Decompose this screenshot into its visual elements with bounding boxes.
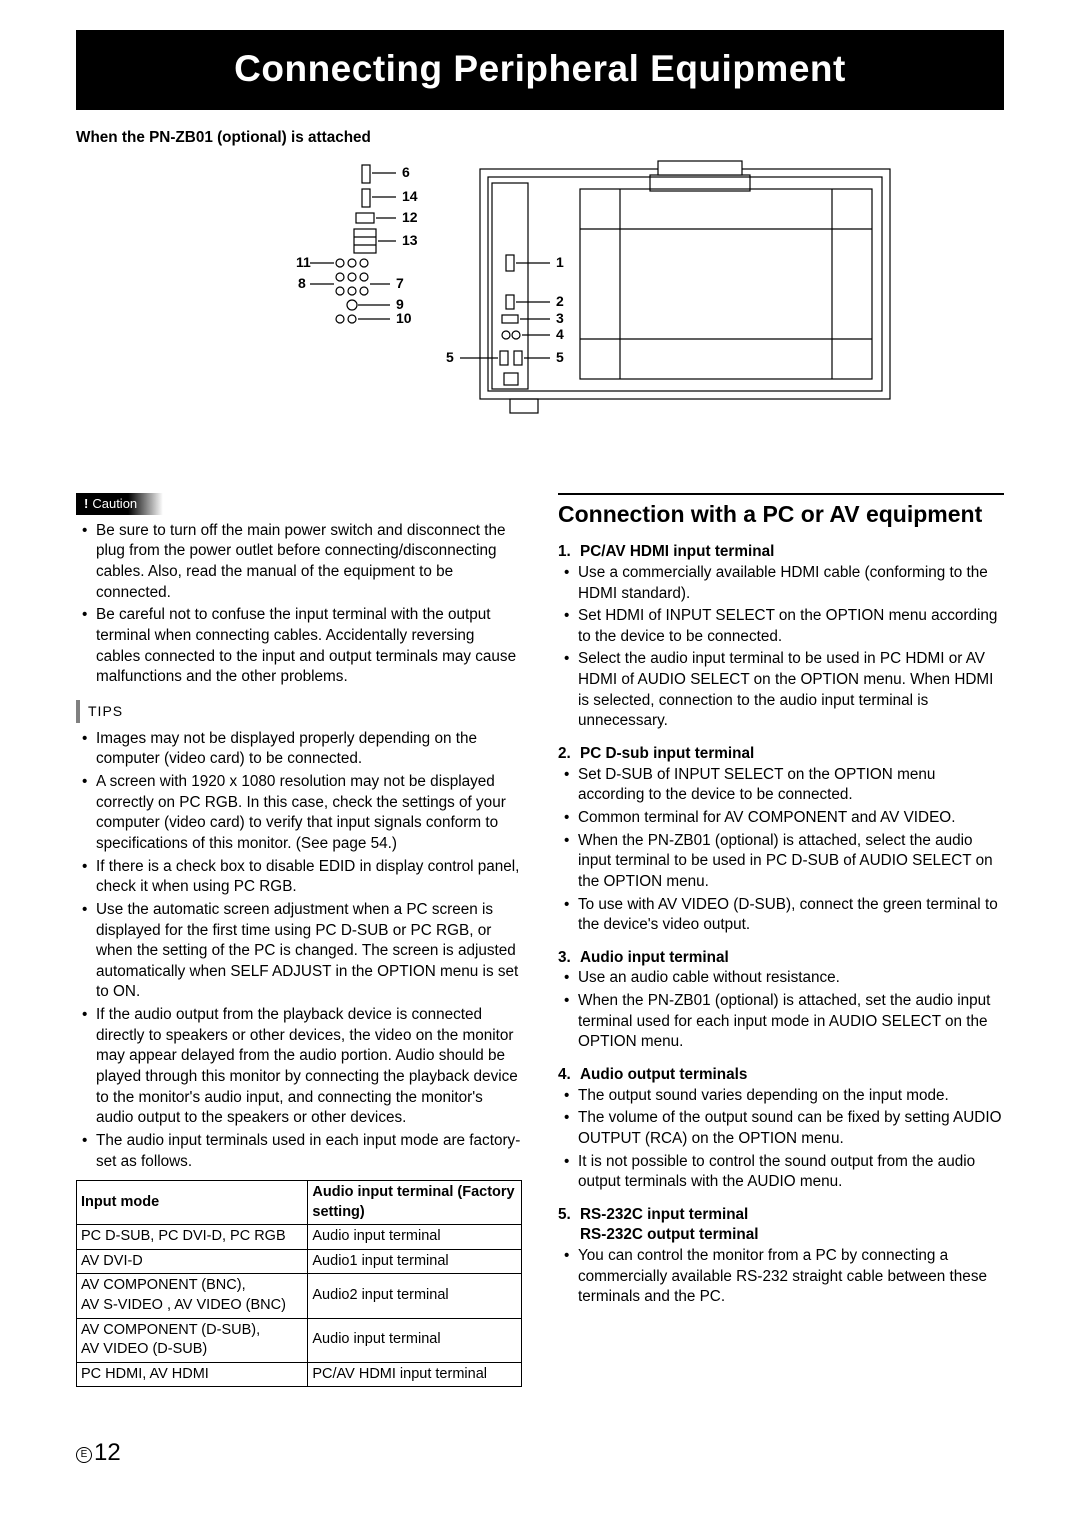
section-items: The output sound varies depending on the… [558, 1086, 1004, 1193]
table-header-1: Audio input terminal (Factory setting) [308, 1181, 522, 1225]
list-item: The output sound varies depending on the… [558, 1086, 1004, 1107]
list-item: When the PN-ZB01 (optional) is attached,… [558, 991, 1004, 1053]
list-item: If the audio output from the playback de… [76, 1005, 522, 1129]
table-header-0: Input mode [77, 1181, 308, 1225]
section: 1.PC/AV HDMI input terminalUse a commerc… [558, 542, 1004, 732]
list-item: The volume of the output sound can be fi… [558, 1108, 1004, 1149]
table-row: AV COMPONENT (D-SUB),AV VIDEO (D-SUB)Aud… [77, 1318, 522, 1362]
diagram-label: 3 [556, 310, 564, 326]
lang-mark: E [76, 1447, 92, 1463]
table-cell: Audio input terminal [308, 1318, 522, 1362]
caution-text: Caution [92, 496, 137, 511]
table-cell: Audio2 input terminal [308, 1274, 522, 1318]
section-head: PC D-sub input terminal [580, 744, 754, 765]
section-title: Connection with a PC or AV equipment [558, 499, 1004, 530]
section-number: 3. [558, 948, 580, 969]
list-item: Be careful not to confuse the input term… [76, 605, 522, 688]
diagram-label: 7 [396, 275, 404, 291]
attachment-subhead: When the PN-ZB01 (optional) is attached [76, 128, 1004, 149]
list-item: When the PN-ZB01 (optional) is attached,… [558, 831, 1004, 893]
section-items: You can control the monitor from a PC by… [558, 1246, 1004, 1308]
section-number: 5. [558, 1205, 580, 1226]
diagram-label: 14 [402, 188, 418, 204]
table-row: AV DVI-DAudio1 input terminal [77, 1249, 522, 1274]
list-item: Use an audio cable without resistance. [558, 968, 1004, 989]
list-item: The audio input terminals used in each i… [76, 1131, 522, 1172]
diagram-label: 13 [402, 232, 418, 248]
section-number: 1. [558, 542, 580, 563]
section-rule [558, 493, 1004, 495]
list-item: Set D-SUB of INPUT SELECT on the OPTION … [558, 765, 1004, 806]
list-item: If there is a check box to disable EDID … [76, 857, 522, 898]
list-item: To use with AV VIDEO (D-SUB), connect th… [558, 895, 1004, 936]
caution-icon: ! [84, 495, 88, 513]
table-cell: Audio1 input terminal [308, 1249, 522, 1274]
diagram-label: 1 [556, 254, 564, 270]
section-items: Use a commercially available HDMI cable … [558, 563, 1004, 732]
diagram-label: 5 [556, 349, 564, 365]
section-head: PC/AV HDMI input terminal [580, 542, 774, 563]
diagram-label: 5 [446, 349, 454, 365]
diagram-label: 8 [298, 275, 306, 291]
section-head-2: RS-232C output terminal [558, 1225, 1004, 1246]
caution-list: Be sure to turn off the main power switc… [76, 521, 522, 688]
table-cell: AV COMPONENT (BNC),AV S-VIDEO , AV VIDEO… [77, 1274, 308, 1318]
list-item: Use a commercially available HDMI cable … [558, 563, 1004, 604]
section: 5.RS-232C input terminalRS-232C output t… [558, 1205, 1004, 1308]
list-item: Images may not be displayed properly dep… [76, 729, 522, 770]
page-number: 12 [94, 1439, 121, 1466]
table-row: AV COMPONENT (BNC),AV S-VIDEO , AV VIDEO… [77, 1274, 522, 1318]
list-item: Common terminal for AV COMPONENT and AV … [558, 808, 1004, 829]
left-column: ! Caution Be sure to turn off the main po… [76, 493, 522, 1387]
section-head: RS-232C input terminal [580, 1205, 748, 1226]
tips-list: Images may not be displayed properly dep… [76, 729, 522, 1172]
table-row: PC HDMI, AV HDMIPC/AV HDMI input termina… [77, 1362, 522, 1387]
table-cell: Audio input terminal [308, 1225, 522, 1250]
connection-sections: 1.PC/AV HDMI input terminalUse a commerc… [558, 542, 1004, 1308]
table-row: PC D-SUB, PC DVI-D, PC RGBAudio input te… [77, 1225, 522, 1250]
right-column: Connection with a PC or AV equipment 1.P… [558, 493, 1004, 1387]
audio-input-table: Input mode Audio input terminal (Factory… [76, 1180, 522, 1387]
caution-label: ! Caution [76, 493, 163, 515]
tips-label: TIPS [76, 700, 522, 723]
table-cell: AV DVI-D [77, 1249, 308, 1274]
page-footer: E12 [76, 1437, 1004, 1469]
rear-panel-diagram: 12345678910111213145 [76, 159, 1004, 436]
section: 2.PC D-sub input terminalSet D-SUB of IN… [558, 744, 1004, 936]
diagram-label: 6 [402, 164, 410, 180]
section-number: 2. [558, 744, 580, 765]
section-items: Set D-SUB of INPUT SELECT on the OPTION … [558, 765, 1004, 936]
section-number: 4. [558, 1065, 580, 1086]
diagram-label: 10 [396, 310, 412, 326]
section-items: Use an audio cable without resistance.Wh… [558, 968, 1004, 1053]
table-cell: AV COMPONENT (D-SUB),AV VIDEO (D-SUB) [77, 1318, 308, 1362]
section-head: Audio output terminals [580, 1065, 747, 1086]
table-cell: PC HDMI, AV HDMI [77, 1362, 308, 1387]
list-item: Use the automatic screen adjustment when… [76, 900, 522, 1003]
list-item: A screen with 1920 x 1080 resolution may… [76, 772, 522, 855]
page-banner: Connecting Peripheral Equipment [76, 30, 1004, 110]
list-item: You can control the monitor from a PC by… [558, 1246, 1004, 1308]
diagram-label: 12 [402, 209, 418, 225]
table-cell: PC D-SUB, PC DVI-D, PC RGB [77, 1225, 308, 1250]
section-head: Audio input terminal [580, 948, 729, 969]
diagram-label: 4 [556, 326, 564, 342]
list-item: Set HDMI of INPUT SELECT on the OPTION m… [558, 606, 1004, 647]
table-cell: PC/AV HDMI input terminal [308, 1362, 522, 1387]
diagram-label: 2 [556, 293, 564, 309]
list-item: Select the audio input terminal to be us… [558, 649, 1004, 732]
section: 4.Audio output terminalsThe output sound… [558, 1065, 1004, 1193]
diagram-label: 11 [296, 254, 311, 270]
section: 3.Audio input terminalUse an audio cable… [558, 948, 1004, 1053]
list-item: It is not possible to control the sound … [558, 1152, 1004, 1193]
list-item: Be sure to turn off the main power switc… [76, 521, 522, 604]
